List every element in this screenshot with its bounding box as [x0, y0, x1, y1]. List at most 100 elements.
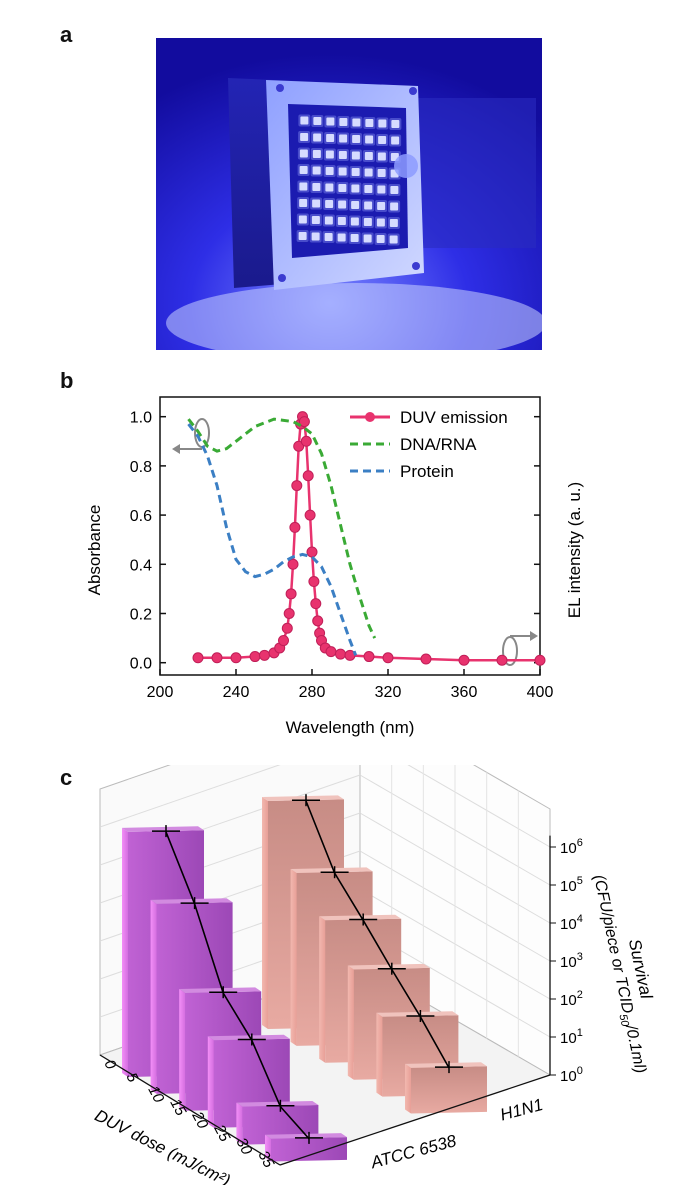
led-halo: [387, 233, 400, 246]
led-chip: [313, 117, 322, 125]
led-chip: [338, 184, 347, 192]
bar-front-face: [411, 1066, 487, 1114]
z-tick-exponent: 6: [577, 837, 583, 849]
led-chip: [324, 233, 333, 241]
led-chip: [350, 234, 359, 242]
data-point: [281, 622, 293, 634]
series-label-h1n1: H1N1: [498, 1095, 545, 1125]
data-point: [302, 470, 314, 482]
x-tick-label: 240: [223, 684, 250, 701]
led-chip: [364, 152, 373, 160]
led-chip: [312, 183, 321, 191]
led-chip: [378, 136, 387, 144]
data-point: [304, 509, 316, 521]
led-chip: [377, 202, 386, 210]
led-halo: [309, 214, 322, 226]
data-point: [458, 654, 470, 666]
x-tick-label: 320: [375, 684, 402, 701]
z-tick-label: 100: [560, 1065, 583, 1085]
led-chip: [351, 201, 360, 209]
led-chip: [350, 217, 359, 226]
led-chip: [325, 183, 334, 192]
bar-front-face: [271, 1137, 347, 1162]
led-chip: [377, 152, 386, 161]
y-tick-label: 0.0: [130, 656, 152, 673]
data-point: [293, 440, 305, 452]
led-chip: [390, 202, 399, 211]
led-halo: [324, 132, 337, 144]
zlabel-units-subscript: 50: [616, 1013, 630, 1028]
dose-tick-label: 10: [144, 1083, 167, 1106]
left-axis-arrowhead: [172, 444, 180, 454]
bar-top-face: [405, 1062, 487, 1068]
led-halo: [362, 166, 375, 179]
led-chip: [377, 185, 386, 194]
data-point: [298, 416, 310, 428]
panel-label-c: c: [60, 765, 73, 790]
led-chip: [298, 232, 307, 240]
bar-top-face: [262, 795, 344, 801]
z-tick-label: 103: [560, 951, 583, 971]
led-halo: [375, 150, 388, 163]
gridline: [99, 765, 281, 828]
led-chip: [337, 233, 346, 242]
led-halo: [296, 230, 309, 242]
chart-b-xlabel: Wavelength (nm): [286, 718, 415, 737]
led-halo: [376, 134, 389, 146]
led-chip: [376, 235, 385, 243]
chart-b-y2label: EL intensity (a. u.): [565, 482, 584, 618]
led-halo: [375, 200, 388, 212]
led-chip: [352, 118, 361, 127]
led-chip: [312, 166, 321, 175]
bar-side-face: [265, 1134, 271, 1162]
z-tick-label: 105: [560, 875, 583, 895]
led-chip: [337, 217, 346, 225]
screw-hole-tr: [409, 87, 417, 95]
bar-side-face: [236, 1102, 243, 1145]
dose-tick-label: 15: [166, 1096, 189, 1119]
led-chip: [364, 168, 373, 177]
absorbance-spectrum-chart: 200 240 280 320 360 400 0.0 0.2 0.4 0.6 0.8 1.0 DUV…: [85, 396, 584, 737]
dose-tick-label: 35: [254, 1148, 277, 1171]
bar-top-face: [122, 826, 204, 832]
led-halo: [388, 184, 401, 196]
bar-top-face: [150, 898, 233, 904]
led-halo: [310, 181, 323, 193]
led-chip: [325, 200, 334, 208]
led-halo: [324, 115, 337, 128]
led-halo: [388, 200, 401, 213]
led-halo: [361, 232, 374, 245]
data-point: [283, 607, 295, 619]
led-halo: [335, 215, 348, 227]
data-point: [259, 649, 270, 661]
data-point: [230, 652, 242, 664]
led-halo: [375, 183, 388, 196]
y-tick-label: 0.6: [130, 508, 152, 525]
data-point: [420, 653, 432, 665]
led-chip: [339, 118, 348, 126]
led-halo: [337, 132, 350, 145]
led-halo: [376, 117, 389, 130]
dose-tick-label: 25: [210, 1121, 234, 1145]
led-chip: [351, 151, 360, 160]
led-halo: [362, 150, 375, 162]
screw-hole-bl: [278, 274, 286, 282]
bar-top-face: [207, 1034, 290, 1041]
led-halo: [310, 197, 323, 210]
led-halo: [323, 165, 336, 177]
bar-top-face: [179, 987, 262, 993]
led-chip: [299, 149, 308, 158]
right-axis-arrowhead: [530, 631, 538, 641]
bar-side-face: [347, 965, 354, 1080]
data-point: [289, 521, 301, 533]
led-array-photo: [156, 38, 542, 350]
data-point: [287, 558, 299, 570]
y-tick-label: 0.2: [130, 606, 152, 623]
data-point: [310, 598, 322, 610]
led-halo: [297, 197, 310, 209]
legend-marker: [365, 412, 375, 422]
trend-line: [305, 800, 450, 1069]
z-tick-exponent: 4: [577, 913, 583, 925]
z-tick-exponent: 2: [577, 989, 583, 1001]
